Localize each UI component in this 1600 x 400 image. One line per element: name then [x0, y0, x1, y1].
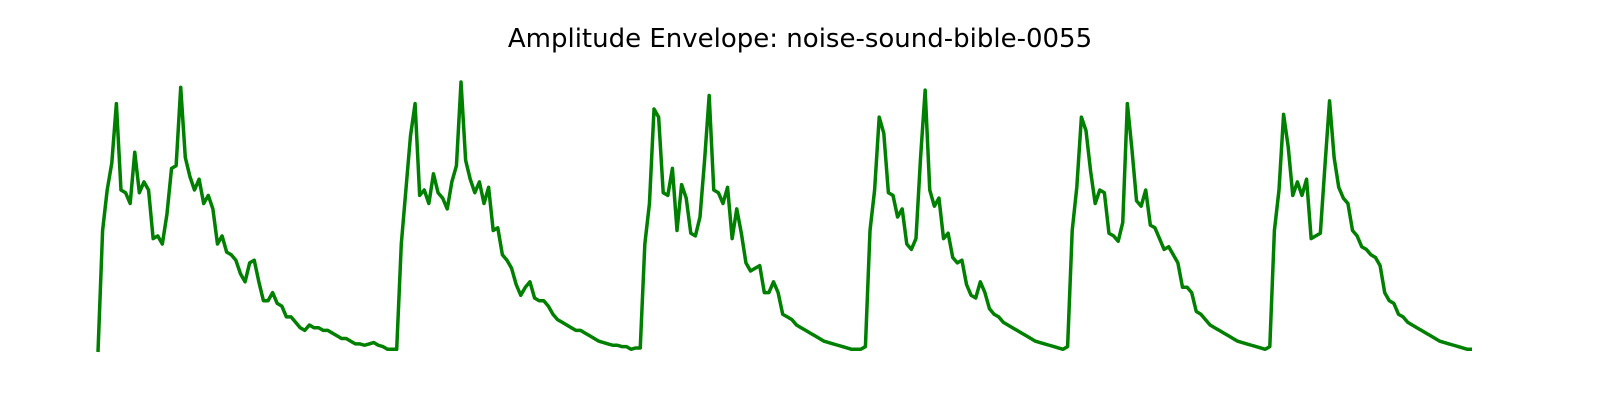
- chart-title: Amplitude Envelope: noise-sound-bible-00…: [507, 24, 1093, 54]
- envelope-line: [96, 80, 1472, 353]
